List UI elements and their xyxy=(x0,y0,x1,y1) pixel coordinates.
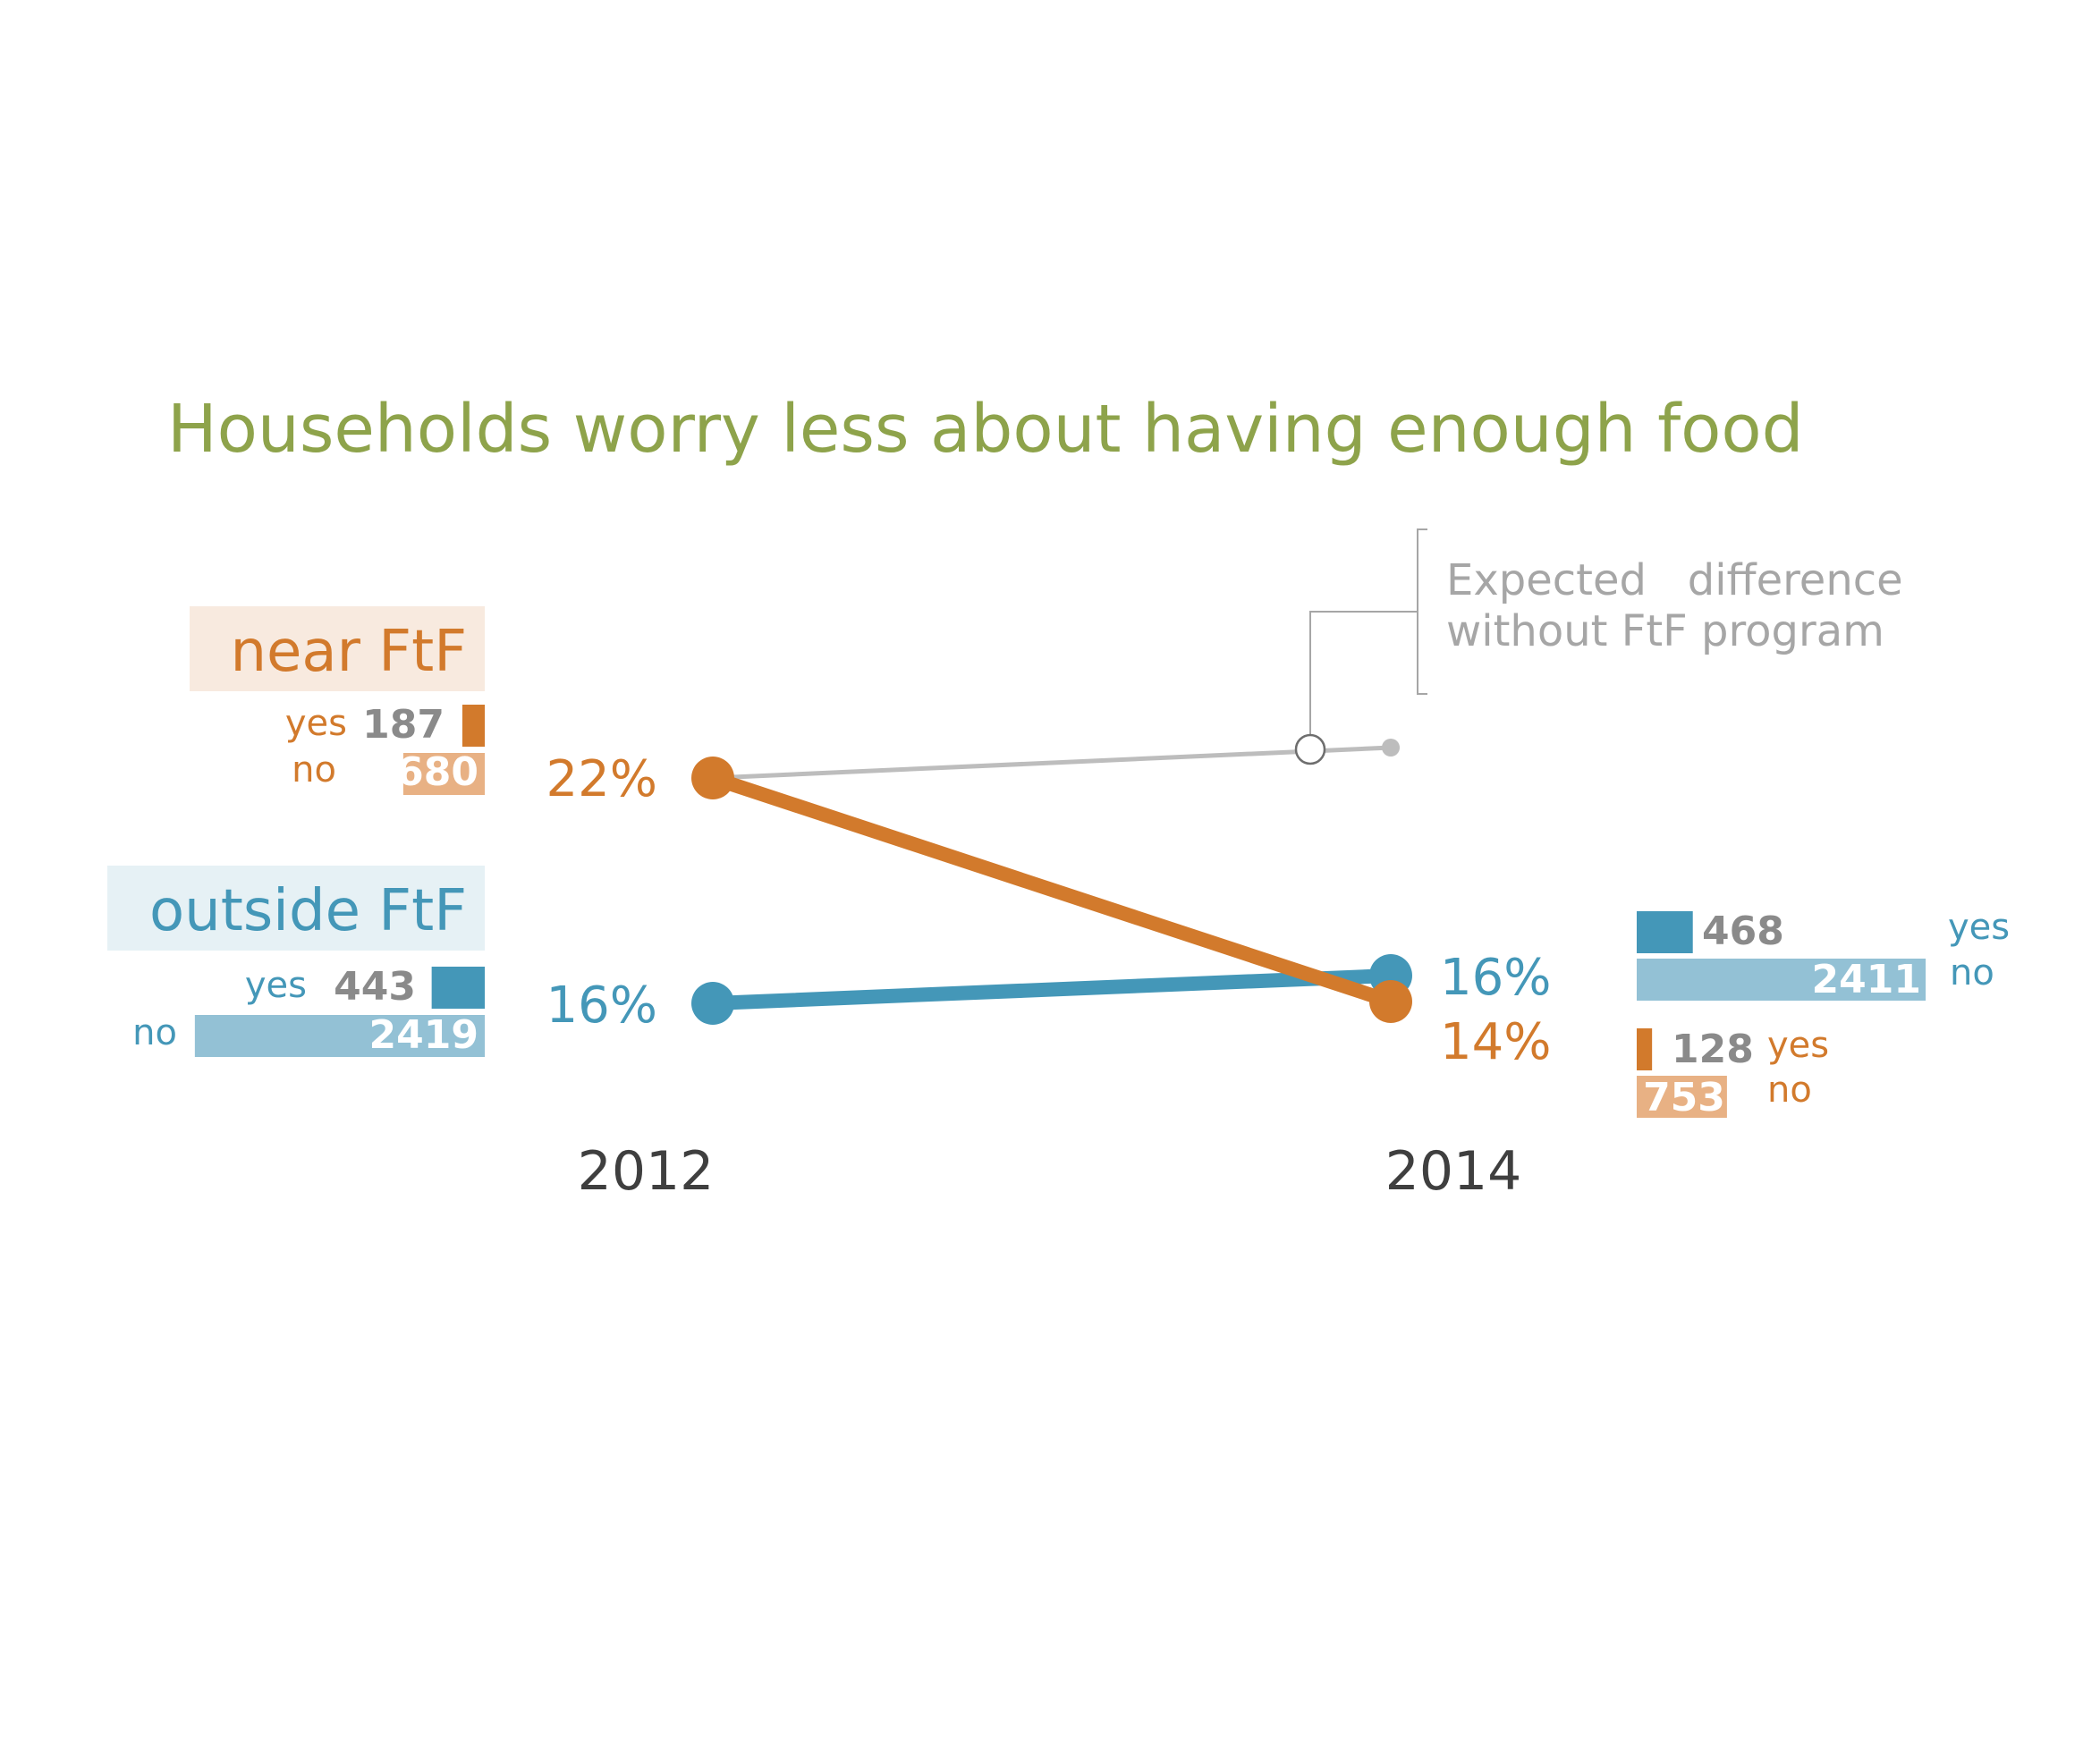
near-2012-yes-count: 187 xyxy=(362,702,445,748)
near-2014-yes-label: yes xyxy=(1767,1025,1829,1066)
outside-2012-yes-count: 443 xyxy=(334,964,416,1010)
outside-2012-no-bar xyxy=(194,1015,485,1057)
near-2012-no-label: no xyxy=(292,749,336,790)
x-tick-2012: 2012 xyxy=(578,1140,715,1203)
near-ftf-label-2012: 22% xyxy=(546,750,657,808)
near-2014-no-label: no xyxy=(1767,1069,1812,1111)
outside-ftf-point-2012 xyxy=(691,982,734,1025)
outside-ftf-line xyxy=(706,968,1398,1010)
outside-2014-yes-count: 468 xyxy=(1702,909,1784,954)
near-ftf-label-2014: 14% xyxy=(1440,1013,1551,1071)
chart-title: Households worry less about having enoug… xyxy=(167,391,1804,468)
annotation-bracket xyxy=(1417,528,1427,695)
near-2012-no-count: 680 xyxy=(396,749,478,795)
outside-ftf-label: outside FtF xyxy=(149,878,467,944)
outside-ftf-label-2012: 16% xyxy=(546,976,657,1035)
counterfactual-end-point xyxy=(1382,739,1400,757)
outside-2012-yes-label: yes xyxy=(245,965,307,1006)
near-2014-no-count: 753 xyxy=(1643,1075,1725,1120)
annotation-line-1: Expected difference xyxy=(1446,555,1903,605)
outside-2012-no-label: no xyxy=(132,1012,177,1053)
near-2014-yes-bar xyxy=(1637,1028,1653,1070)
outside-2014-yes-label: yes xyxy=(1948,907,2010,948)
x-tick-2014: 2014 xyxy=(1385,1140,1522,1203)
outside-2014-no-count: 2411 xyxy=(1812,957,1921,1002)
counterfactual-line xyxy=(712,745,1392,781)
near-2012-yes-label: yes xyxy=(285,703,347,744)
annotation-line-2: without FtF program xyxy=(1446,606,1884,656)
outside-2014-no-label: no xyxy=(1950,952,1994,993)
near-2014-no-bar xyxy=(1637,1076,1727,1118)
outside-ftf-label-2014: 16% xyxy=(1440,949,1551,1007)
near-2014-yes-count: 128 xyxy=(1672,1027,1754,1072)
outside-2014-no-bar xyxy=(1637,959,1926,1001)
near-2012-no-bar xyxy=(402,753,485,795)
near-ftf-line xyxy=(706,771,1398,1009)
chart-marks: 22% 16% 16% 14% xyxy=(546,733,1551,1071)
near-ftf-point-2012 xyxy=(691,757,734,799)
annotation-leader xyxy=(1309,611,1418,748)
outside-2012-no-count: 2419 xyxy=(369,1012,478,1058)
near-ftf-label-background xyxy=(190,606,485,691)
near-ftf-point-2014 xyxy=(1369,980,1412,1023)
outside-2012-yes-bar xyxy=(431,967,485,1009)
counterfactual-open-point xyxy=(1294,733,1326,765)
outside-ftf-label-background xyxy=(107,866,485,951)
near-ftf-label: near FtF xyxy=(230,619,467,685)
near-2012-yes-bar xyxy=(461,705,485,747)
outside-2014-yes-bar xyxy=(1637,911,1693,953)
